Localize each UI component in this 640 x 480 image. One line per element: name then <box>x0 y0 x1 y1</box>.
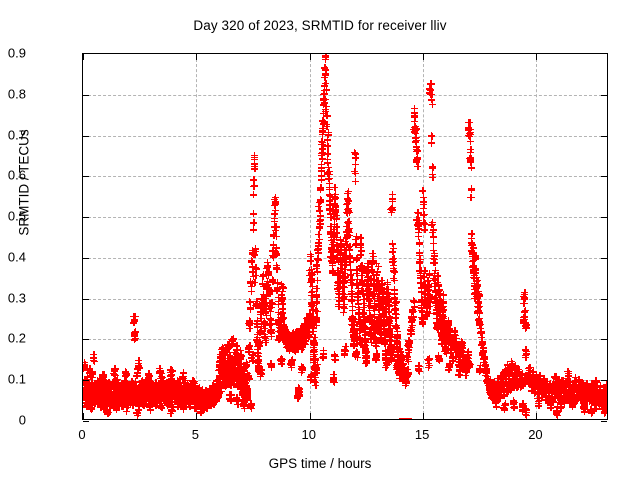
x-axis-tick <box>83 413 84 419</box>
y-axis-tick <box>83 298 89 300</box>
y-axis-tick <box>83 380 89 382</box>
y-axis-tick <box>83 176 89 178</box>
y-axis-tick <box>601 176 607 178</box>
y-tick-label: 0.2 <box>7 330 26 346</box>
y-axis-tick <box>601 339 607 341</box>
y-axis-tick <box>83 421 89 422</box>
x-axis-tick <box>309 413 311 419</box>
x-axis-tick <box>196 413 198 419</box>
y-tick-label: 0.4 <box>7 249 26 265</box>
y-axis-tick <box>601 421 607 422</box>
x-axis-title: GPS time / hours <box>268 456 372 471</box>
x-axis-tick <box>536 54 538 60</box>
y-tick-label: 0 <box>18 412 26 428</box>
y-axis-tick <box>601 217 607 219</box>
data-gap-marker <box>399 417 412 419</box>
x-axis-tick <box>196 54 198 60</box>
y-axis-tick <box>601 135 607 137</box>
x-tick-label: 5 <box>191 427 199 442</box>
y-axis-tick <box>83 257 89 259</box>
x-axis-tick <box>536 413 538 419</box>
y-axis-tick <box>601 298 607 300</box>
y-axis-tick <box>83 339 89 341</box>
x-axis-tick <box>309 54 311 60</box>
y-tick-label: 0.8 <box>7 86 26 102</box>
y-tick-label: 0.9 <box>7 45 26 61</box>
y-tick-label: 0.1 <box>7 371 26 387</box>
y-axis-tick <box>601 94 607 96</box>
y-axis-tick <box>601 380 607 382</box>
x-axis-tick <box>83 54 84 60</box>
chart-title: Day 320 of 2023, SRMTID for receiver lli… <box>193 18 447 33</box>
x-axis-tick <box>423 413 425 419</box>
annotation-layer <box>83 54 607 419</box>
y-axis-tick <box>83 217 89 219</box>
y-tick-label: 0.5 <box>7 208 26 224</box>
plot-area <box>82 53 608 422</box>
x-axis-tick <box>423 54 425 60</box>
x-tick-label: 10 <box>301 427 316 442</box>
y-tick-label: 0.6 <box>7 167 26 183</box>
y-axis-tick <box>83 94 89 96</box>
x-tick-label: 20 <box>528 427 543 442</box>
y-axis-tick <box>83 135 89 137</box>
y-tick-label: 0.3 <box>7 290 26 306</box>
y-axis-tick <box>601 257 607 259</box>
x-tick-label: 0 <box>78 427 86 442</box>
y-tick-label: 0.7 <box>7 127 26 143</box>
x-tick-label: 15 <box>414 427 430 442</box>
